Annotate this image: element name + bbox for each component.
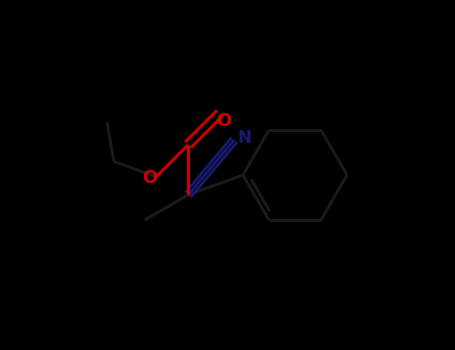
- Text: N: N: [238, 129, 251, 147]
- Text: O: O: [216, 112, 232, 130]
- Text: O: O: [142, 169, 158, 187]
